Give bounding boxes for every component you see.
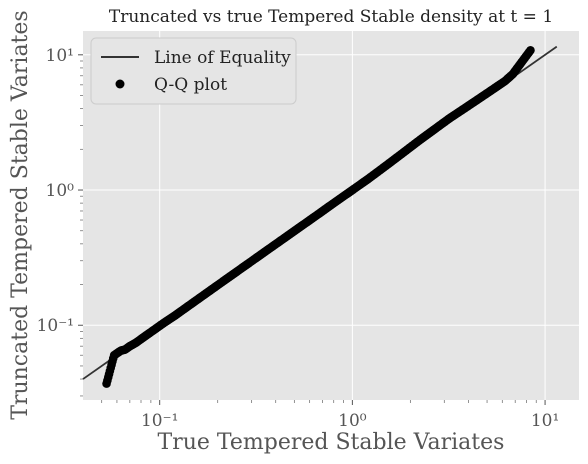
y-tick-label: 10¹ bbox=[46, 46, 74, 66]
x-tick-label: 10⁰ bbox=[338, 411, 367, 431]
y-tick-label: 10⁰ bbox=[46, 181, 75, 201]
minor-ticks bbox=[78, 54, 546, 405]
y-axis-label: Truncated Tempered Stable Variates bbox=[8, 10, 33, 419]
x-tick-label: 10¹ bbox=[531, 411, 559, 431]
x-axis-label: True Tempered Stable Variates bbox=[158, 430, 505, 455]
y-tick-label: 10⁻¹ bbox=[37, 316, 74, 336]
legend-label-points: Q-Q plot bbox=[154, 75, 227, 95]
legend-point-swatch bbox=[115, 79, 125, 89]
legend-label-line: Line of Equality bbox=[154, 48, 291, 68]
qq-point bbox=[526, 45, 535, 55]
legend-box bbox=[90, 37, 297, 105]
tick-labels: 10⁻¹ 10⁰ 10¹ 10⁻¹ 10⁰ 10¹ bbox=[37, 46, 560, 431]
legend: Line of Equality Q-Q plot bbox=[90, 37, 297, 105]
chart-title: Truncated vs true Tempered Stable densit… bbox=[109, 7, 553, 27]
x-tick-label: 10⁻¹ bbox=[141, 411, 178, 431]
qq-points-layer bbox=[102, 45, 535, 388]
